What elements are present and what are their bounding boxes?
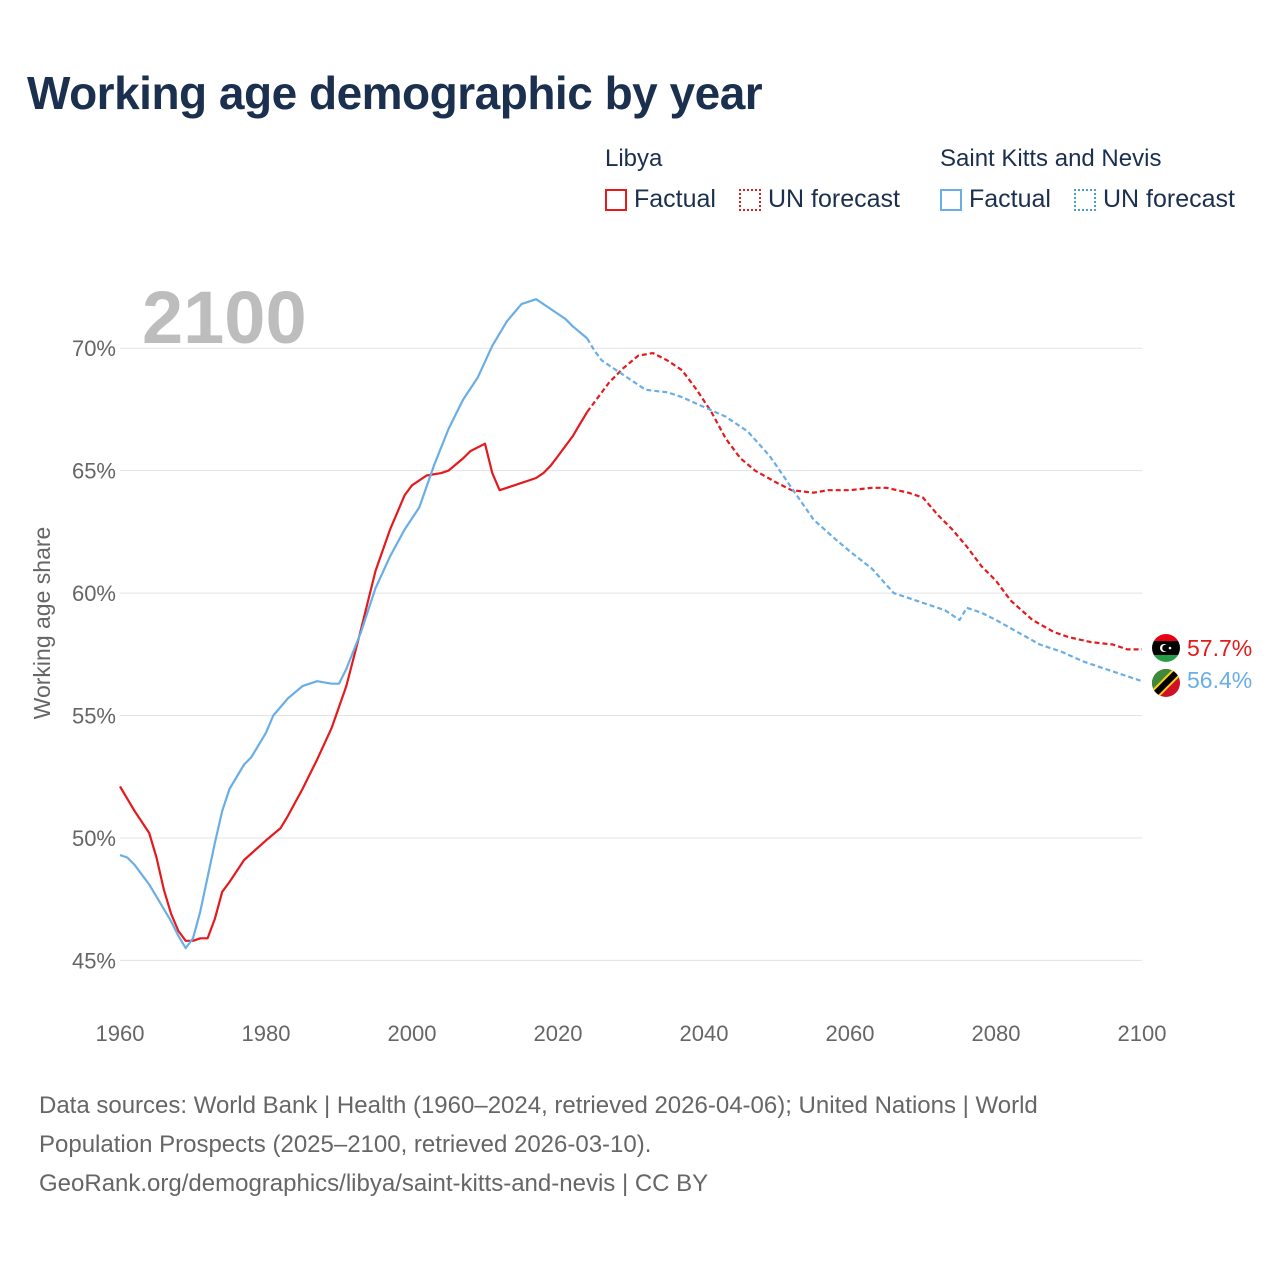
series-line-libya-forecast[interactable] [586, 352, 1142, 651]
chart-title: Working age demographic by year [27, 67, 763, 119]
x-tick-label: 2020 [534, 1021, 583, 1046]
y-tick-label: 45% [72, 948, 116, 973]
legend-swatch-saint-kitts-forecast [1074, 188, 1096, 211]
legend-group-libya: Libya [605, 145, 663, 172]
legend-label-saint-kitts-factual: Factual [969, 185, 1051, 213]
legend-item-saint-kitts-forecast[interactable]: UN forecast [1074, 185, 1235, 214]
legend-item-libya-forecast[interactable]: UN forecast [739, 185, 900, 214]
flag-saint-kitts-and-nevis [1152, 669, 1180, 697]
end-label-libya: 57.7% [1187, 635, 1252, 661]
legend-swatch-saint-kitts-factual [940, 188, 962, 211]
x-tick-label: 1960 [96, 1021, 145, 1046]
footer-credit-link[interactable]: GeoRank.org/demographics/libya/saint-kit… [39, 1170, 709, 1197]
y-tick-label: 65% [72, 459, 116, 484]
x-tick-label: 1980 [242, 1021, 291, 1046]
x-tick-label: 2000 [388, 1021, 437, 1046]
legend-label-libya-factual: Factual [634, 185, 716, 213]
y-tick-label: 50% [72, 826, 116, 851]
flag-libya [1152, 634, 1180, 662]
y-axis-label: Working age share [29, 527, 55, 720]
y-tick-label: 60% [72, 581, 116, 606]
legend-label-libya-forecast: UN forecast [768, 185, 900, 213]
footer-sources-line-1: Data sources: World Bank | Health (1960–… [39, 1092, 1038, 1119]
year-watermark: 2100 [142, 276, 307, 359]
legend-group-saint-kitts: Saint Kitts and Nevis [940, 145, 1162, 172]
end-label-saint-kitts-and-nevis: 56.4% [1187, 667, 1252, 693]
y-tick-label: 55% [72, 704, 116, 729]
legend-swatch-libya-forecast [739, 188, 761, 211]
legend-item-libya-factual[interactable]: Factual [605, 185, 716, 214]
x-tick-label: 2040 [680, 1021, 729, 1046]
series-line-libya-factual[interactable] [119, 411, 589, 942]
y-tick-label: 70% [72, 336, 116, 361]
footer: Data sources: World Bank | Health (1960–… [39, 1086, 1239, 1203]
series-line-saint-kitts-and-nevis-forecast[interactable] [586, 337, 1143, 683]
x-tick-label: 2100 [1118, 1021, 1167, 1046]
footer-sources-line-2: Population Prospects (2025–2100, retriev… [39, 1131, 652, 1158]
legend-swatch-libya-factual [605, 188, 627, 211]
x-tick-label: 2080 [972, 1021, 1021, 1046]
line-chart: 45% 50% 55% 60% 65% 70% 1960 1980 2000 2020 2040 20… [29, 276, 1252, 1046]
series-line-saint-kitts-and-nevis-factual[interactable] [119, 298, 588, 950]
legend-item-saint-kitts-factual[interactable]: Factual [940, 185, 1051, 214]
legend-label-saint-kitts-forecast: UN forecast [1103, 185, 1235, 213]
x-tick-label: 2060 [826, 1021, 875, 1046]
